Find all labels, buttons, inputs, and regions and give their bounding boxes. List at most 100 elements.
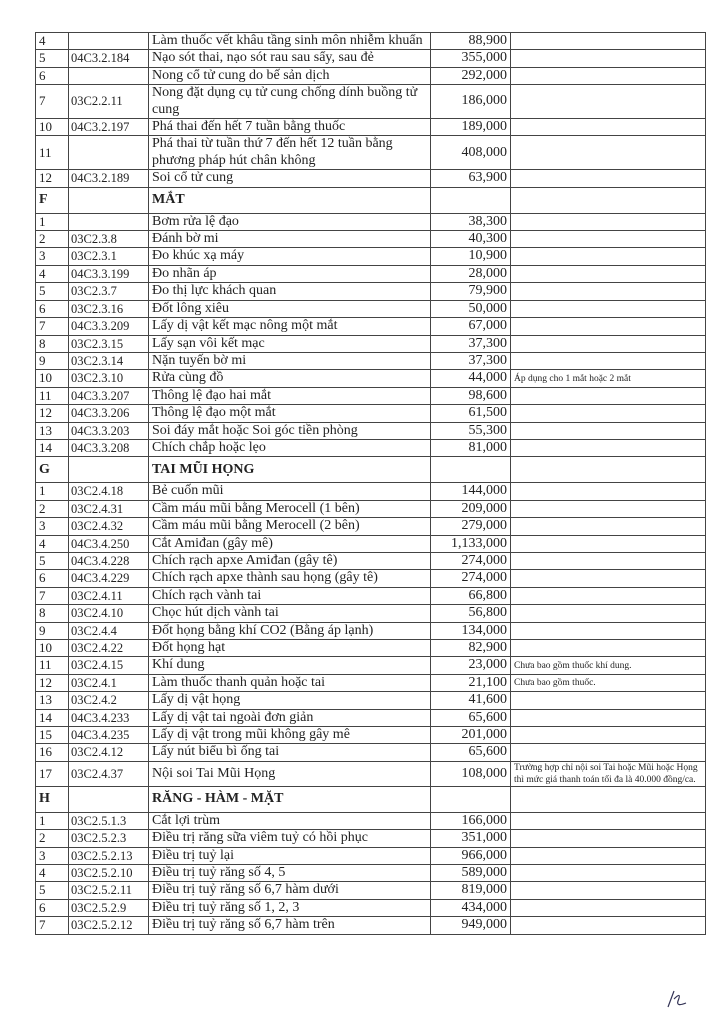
row-number: H — [35, 785, 69, 813]
price: 144,000 — [430, 482, 511, 501]
service-code: 04C3.4.233 — [68, 708, 149, 728]
row-number: 12 — [35, 404, 69, 423]
service-name: Cầm máu mũi bằng Merocell (2 bên) — [148, 517, 431, 536]
service-code — [68, 456, 149, 484]
table-row: 11 04C3.3.207 Thông lệ đạo hai mắt 98,600 — [35, 386, 706, 406]
price: 274,000 — [430, 551, 511, 571]
price: 63,900 — [430, 169, 511, 188]
price: 28,000 — [430, 264, 511, 284]
table-row: 14 04C3.3.208 Chích chắp hoặc lẹo 81,000 — [35, 438, 706, 458]
note: Áp dụng cho 1 mắt hoặc 2 mắt — [510, 369, 706, 388]
service-name: Cắt lợi trùm — [148, 811, 431, 831]
service-code — [68, 66, 149, 86]
service-code — [68, 135, 149, 171]
table-row: 4 03C2.5.2.10 Điều trị tuỷ răng số 4, 5 589… — [35, 864, 706, 883]
service-code — [68, 186, 149, 214]
price: 67,000 — [430, 317, 511, 336]
table-row: 9 03C2.3.14 Nặn tuyến bờ mi 37,300 — [35, 351, 706, 371]
note — [510, 421, 706, 440]
service-name: Cầm máu mũi bằng Merocell (1 bên) — [148, 499, 431, 519]
service-name: Soi đáy mắt hoặc Soi góc tiền phòng — [148, 421, 431, 440]
service-code — [68, 212, 149, 232]
row-number: 1 — [35, 811, 69, 831]
table-row: 12 04C3.3.206 Thông lệ đạo một mắt 61,500 — [35, 404, 706, 423]
note — [510, 638, 706, 658]
service-name: Lấy dị vật kết mạc nông một mắt — [148, 317, 431, 336]
service-code: 03C2.5.2.3 — [68, 829, 149, 848]
service-code: 03C2.4.10 — [68, 604, 149, 623]
row-number: 17 — [35, 760, 69, 787]
note — [510, 846, 706, 866]
service-name: Phá thai từ tuần thứ 7 đến hết 12 tuần b… — [148, 135, 431, 171]
row-number: 3 — [35, 517, 69, 536]
row-number: 5 — [35, 551, 69, 571]
price: 10,900 — [430, 247, 511, 266]
row-number: 16 — [35, 743, 69, 762]
table-row: 5 03C2.5.2.11 Điều trị tuỷ răng số 6,7 hàm… — [35, 881, 706, 900]
service-code — [68, 785, 149, 813]
table-row: 7 03C2.4.11 Chích rạch vành tai 66,800 — [35, 586, 706, 606]
note — [510, 334, 706, 353]
row-number: 5 — [35, 282, 69, 301]
row-number: 14 — [35, 708, 69, 728]
table-row: 2 03C2.4.31 Cầm máu mũi bằng Merocell (1 b… — [35, 499, 706, 519]
note — [510, 743, 706, 762]
row-number: 11 — [35, 386, 69, 406]
price: 189,000 — [430, 118, 511, 137]
service-name: Đo thị lực khách quan — [148, 282, 431, 301]
price — [430, 456, 511, 484]
service-name: Nội soi Tai Mũi Họng — [148, 760, 431, 787]
signature — [667, 990, 687, 1008]
table-row: 10 04C3.2.197 Phá thai đến hết 7 tuần bằng… — [35, 118, 706, 137]
price: 589,000 — [430, 864, 511, 883]
note: Chưa bao gồm thuốc khí dung. — [510, 656, 706, 675]
note — [510, 264, 706, 284]
note — [510, 785, 706, 813]
table-row: 11 03C2.4.15 Khí dung 23,000 Chưa bao gồm th… — [35, 656, 706, 675]
note — [510, 604, 706, 623]
service-name: Làm thuốc vết khâu tầng sinh môn nhiễm k… — [148, 31, 431, 51]
table-row: 3 03C2.3.1 Đo khúc xạ máy 10,900 — [35, 247, 706, 266]
service-code: 04C3.4.228 — [68, 551, 149, 571]
price: 66,800 — [430, 586, 511, 606]
row-number: 5 — [35, 49, 69, 68]
note — [510, 726, 706, 745]
note — [510, 708, 706, 728]
note — [510, 916, 706, 935]
table-row: 3 03C2.4.32 Cầm máu mũi bằng Merocell (2 b… — [35, 517, 706, 536]
service-code: 03C2.5.2.11 — [68, 881, 149, 900]
service-name: Lấy nút biểu bì ống tai — [148, 743, 431, 762]
service-code: 03C2.4.11 — [68, 586, 149, 606]
service-code: 03C2.4.1 — [68, 673, 149, 693]
service-code: 03C2.4.4 — [68, 621, 149, 641]
price: 65,600 — [430, 708, 511, 728]
section-title: TAI MŨI HỌNG — [148, 456, 431, 484]
service-name: Đốt lông xiêu — [148, 299, 431, 319]
service-name: Phá thai đến hết 7 tuần bằng thuốc — [148, 118, 431, 137]
price: 55,300 — [430, 421, 511, 440]
note — [510, 386, 706, 406]
service-code: 04C3.2.184 — [68, 49, 149, 68]
service-code: 03C2.4.18 — [68, 482, 149, 501]
note — [510, 186, 706, 214]
row-number: 1 — [35, 482, 69, 501]
note — [510, 829, 706, 848]
table-row: 1 Bơm rửa lệ đạo 38,300 — [35, 212, 706, 232]
price: 351,000 — [430, 829, 511, 848]
note — [510, 212, 706, 232]
service-name: Cắt Amiđan (gây mê) — [148, 534, 431, 553]
table-row: 12 03C2.4.1 Làm thuốc thanh quản hoặc tai 2… — [35, 673, 706, 693]
price: 186,000 — [430, 84, 511, 120]
service-code: 04C3.3.206 — [68, 404, 149, 423]
service-code: 04C3.3.203 — [68, 421, 149, 440]
note — [510, 621, 706, 641]
table-row: 14 04C3.4.233 Lấy dị vật tai ngoài đơn giả… — [35, 708, 706, 728]
price: 40,300 — [430, 230, 511, 249]
table-row: 16 03C2.4.12 Lấy nút biểu bì ống tai 65,600 — [35, 743, 706, 762]
service-name: Chích rạch vành tai — [148, 586, 431, 606]
table-row: 17 03C2.4.37 Nội soi Tai Mũi Họng 108,000 Tr… — [35, 760, 706, 787]
row-number: 4 — [35, 864, 69, 883]
section-row: G TAI MŨI HỌNG — [35, 456, 706, 484]
service-code: 03C2.4.32 — [68, 517, 149, 536]
price: 50,000 — [430, 299, 511, 319]
